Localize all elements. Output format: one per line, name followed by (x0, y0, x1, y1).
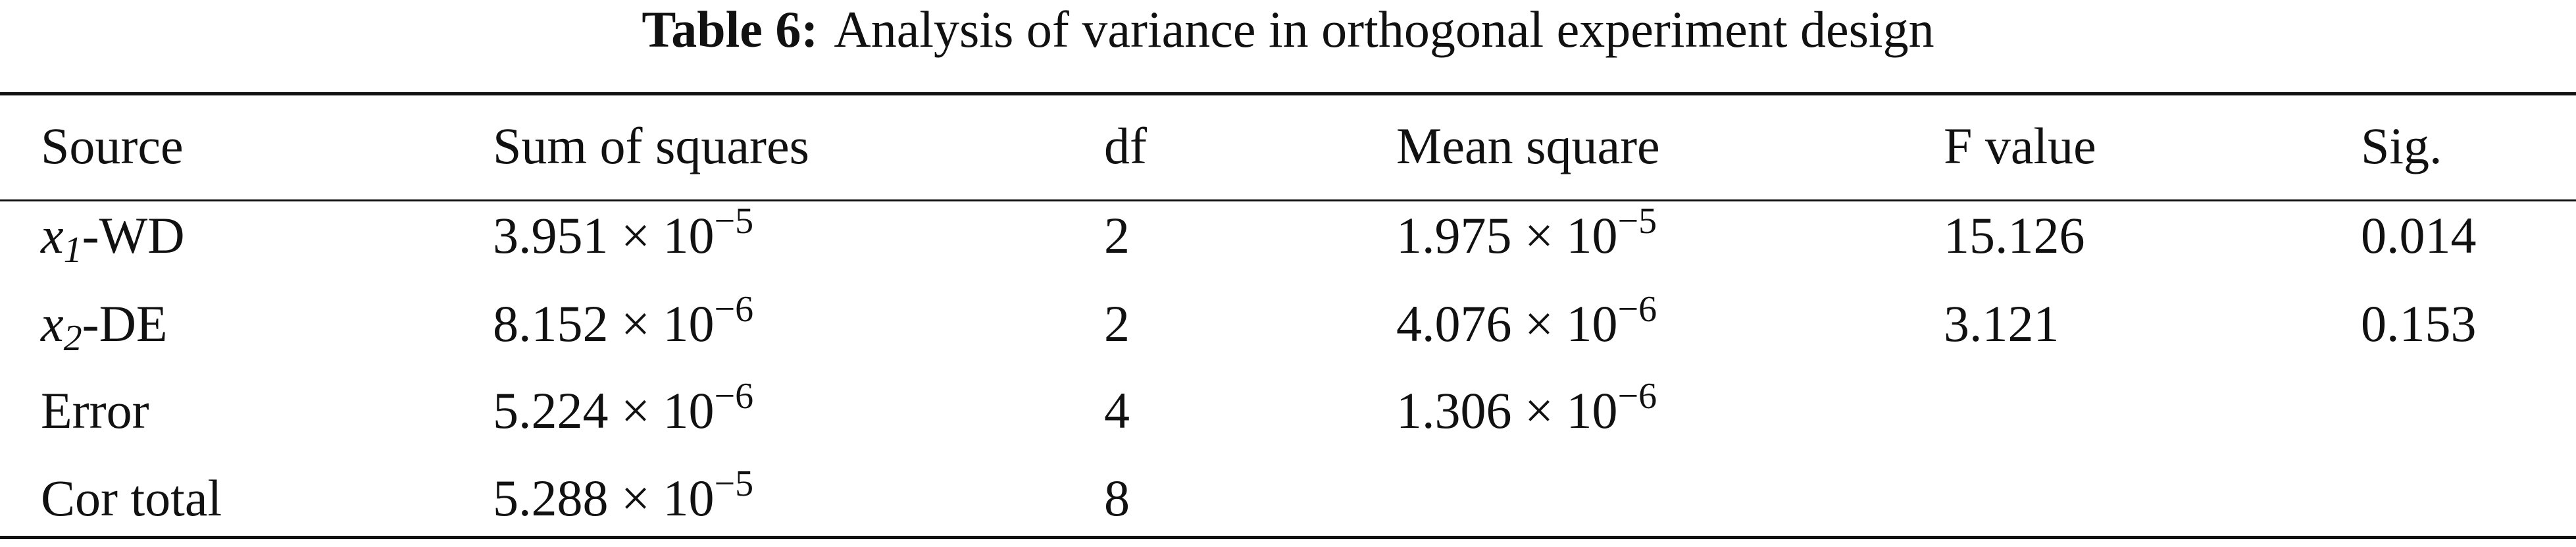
header-cell: df (1104, 117, 1147, 174)
table-cell: 4.076 × 10−6 (1396, 291, 1657, 357)
caption-text: Analysis of variance in orthogonal exper… (834, 1, 1934, 58)
exponent: −5 (1617, 201, 1657, 242)
table-cell: 2 (1104, 295, 1130, 352)
header-cell: F value (1944, 117, 2096, 174)
table-cell: 8.152 × 10−6 (493, 291, 753, 357)
exponent: −5 (714, 463, 754, 504)
mantissa: 3.951 × 10 (493, 207, 715, 264)
table-cell: 0.014 (2361, 207, 2477, 264)
variable: x (41, 207, 64, 264)
table-cell: 0.153 (2361, 295, 2477, 352)
exponent: −6 (1617, 289, 1657, 330)
factor-name: -DE (82, 295, 168, 352)
header-cell: Sum of squares (493, 117, 809, 174)
caption-label: Table 6: (642, 1, 819, 58)
table-cell: x1-WD (41, 203, 185, 269)
table-cell: 5.288 × 10−5 (493, 465, 753, 531)
exponent: −5 (714, 201, 754, 242)
subscript: 1 (63, 230, 82, 271)
table-cell: 1.306 × 10−6 (1396, 378, 1657, 444)
subscript: 2 (63, 318, 82, 359)
table-cell: 1.975 × 10−5 (1396, 203, 1657, 269)
mantissa: 1.306 × 10 (1396, 382, 1618, 439)
table-cell: 5.224 × 10−6 (493, 378, 753, 444)
header-rule (0, 199, 2576, 201)
table-caption: Table 6: Analysis of variance in orthogon… (0, 0, 2576, 59)
header-cell: Source (41, 117, 184, 174)
table-cell: Error (41, 382, 149, 439)
table-cell: Cor total (41, 469, 222, 527)
bottom-rule (0, 536, 2576, 539)
header-cell: Mean square (1396, 117, 1660, 174)
table-cell: x2-DE (41, 291, 168, 357)
mantissa: 1.975 × 10 (1396, 207, 1618, 264)
table-cell: 2 (1104, 207, 1130, 264)
mantissa: 5.288 × 10 (493, 469, 715, 527)
mantissa: 5.224 × 10 (493, 382, 715, 439)
exponent: −6 (714, 376, 754, 417)
factor-name: -WD (82, 207, 185, 264)
top-rule (0, 92, 2576, 95)
header-cell: Sig. (2361, 117, 2442, 174)
table-cell: 8 (1104, 469, 1130, 527)
mantissa: 4.076 × 10 (1396, 295, 1618, 352)
table-cell: 15.126 (1944, 207, 2085, 264)
exponent: −6 (1617, 376, 1657, 417)
variable: x (41, 295, 64, 352)
exponent: −6 (714, 289, 754, 330)
table-cell: 3.951 × 10−5 (493, 203, 753, 269)
table-cell: 3.121 (1944, 295, 2059, 352)
mantissa: 8.152 × 10 (493, 295, 715, 352)
table-cell: 4 (1104, 382, 1130, 439)
